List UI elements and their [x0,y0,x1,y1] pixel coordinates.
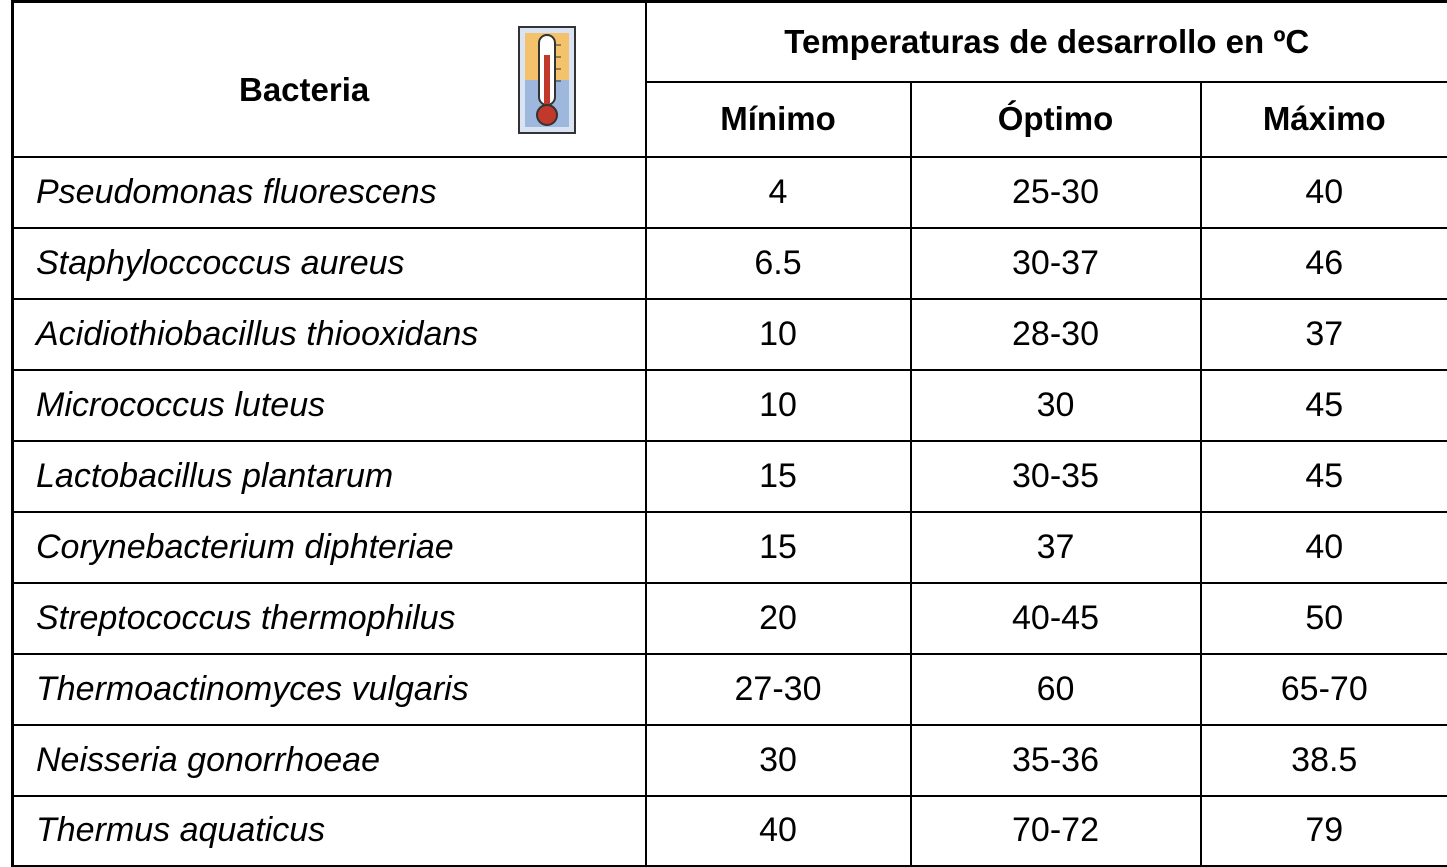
table-row: Pseudomonas fluorescens 4 25-30 40 [11,155,1447,229]
temperature-cell: 40 [1199,155,1447,229]
temperature-cell: 20 [644,581,912,655]
bacteria-header-cell: Bacteria [11,0,647,158]
bacteria-name: Thermoactinomyces vulgaris [11,652,647,726]
thermometer-icon [518,26,576,134]
table-row: Corynebacterium diphteriae 15 37 40 [11,510,1447,584]
table-row: Micrococcus luteus 10 30 45 [11,368,1447,442]
temperature-cell: 15 [644,510,912,584]
subheader-row: Mínimo Óptimo Máximo [13,80,1447,158]
temperature-cell: 79 [1199,794,1447,867]
table-row: Acidiothiobacillus thiooxidans 10 28-30 37 [11,297,1447,371]
bacteria-name: Corynebacterium diphteriae [11,510,647,584]
table-row: Staphyloccoccus aureus 6.5 30-37 46 [11,226,1447,300]
temperature-cell: 30-37 [909,226,1202,300]
bacteria-name: Lactobacillus plantarum [11,439,647,513]
temperature-cell: 70-72 [909,794,1202,867]
temperature-cell: 65-70 [1199,652,1447,726]
table-row: Streptococcus thermophilus 20 40-45 50 [11,581,1447,655]
temperature-cell: 37 [1199,297,1447,371]
temperature-cell: 27-30 [644,652,912,726]
bacteria-name: Thermus aquaticus [11,794,647,867]
temperature-cell: 60 [909,652,1202,726]
group-header: Temperaturas de desarrollo en ºC [644,0,1447,83]
column-header: Mínimo [644,80,912,158]
temperature-cell: 30-35 [909,439,1202,513]
bacteria-name: Pseudomonas fluorescens [11,155,647,229]
bacteria-name: Micrococcus luteus [11,368,647,442]
table-row: Lactobacillus plantarum 15 30-35 45 [11,439,1447,513]
temperature-cell: 45 [1199,439,1447,513]
table-body: Pseudomonas fluorescens 4 25-30 40 Staphyloc… [11,155,1447,867]
temperature-table: Bacteria Temperaturas de desarrollo en º… [11,0,1447,867]
table-row: Neisseria gonorrhoeae 30 35-36 38.5 [11,723,1447,797]
temperature-cell: 35-36 [909,723,1202,797]
temperature-cell: 25-30 [909,155,1202,229]
column-header: Óptimo [909,80,1202,158]
bacteria-header: Bacteria [239,71,370,108]
temperature-cell: 4 [644,155,912,229]
temperature-cell: 37 [909,510,1202,584]
temperature-cell: 28-30 [909,297,1202,371]
temperature-cell: 46 [1199,226,1447,300]
temperature-cell: 15 [644,439,912,513]
temperature-cell: 30 [644,723,912,797]
temperature-cell: 10 [644,297,912,371]
temperature-cell: 6.5 [644,226,912,300]
temperature-cell: 10 [644,368,912,442]
bacteria-name: Neisseria gonorrhoeae [11,723,647,797]
temperature-cell: 38.5 [1199,723,1447,797]
bacteria-name: Acidiothiobacillus thiooxidans [11,297,647,371]
bacteria-name: Streptococcus thermophilus [11,581,647,655]
temperature-cell: 40-45 [909,581,1202,655]
bacteria-name: Staphyloccoccus aureus [11,226,647,300]
temperature-cell: 30 [909,368,1202,442]
temperature-cell: 40 [644,794,912,867]
table-row: Thermoactinomyces vulgaris 27-30 60 65-70 [11,652,1447,726]
temperature-cell: 45 [1199,368,1447,442]
temperature-cell: 40 [1199,510,1447,584]
temperature-cell: 50 [1199,581,1447,655]
column-header: Máximo [1199,80,1447,158]
header-row: Bacteria Temperaturas de desarrollo en º… [11,0,1447,158]
table-row: Thermus aquaticus 40 70-72 79 [11,794,1447,867]
